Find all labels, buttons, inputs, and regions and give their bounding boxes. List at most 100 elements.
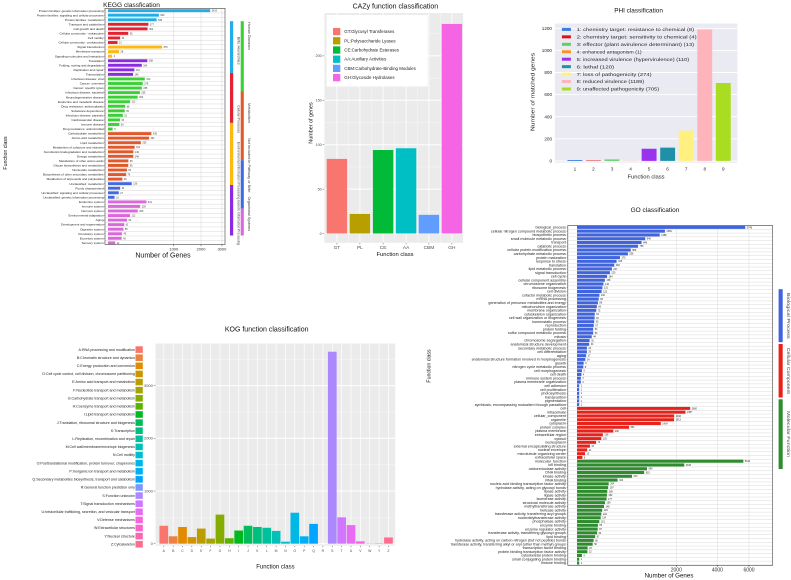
svg-text:247: 247	[613, 268, 618, 271]
svg-text:43: 43	[123, 237, 126, 240]
svg-text:756: 756	[640, 245, 645, 248]
svg-text:transposition: transposition	[545, 395, 566, 399]
svg-text:2: chemistry target: sensitivi: 2: chemistry target: sensitivity to chem…	[577, 35, 698, 40]
svg-text:184: 184	[609, 275, 614, 278]
svg-text:68: 68	[127, 105, 130, 108]
svg-text:915: 915	[646, 471, 651, 474]
svg-text:56: 56	[595, 539, 598, 542]
svg-text:9: unaffected pathogenicity (7: 9: unaffected pathogenicity (705)	[577, 87, 660, 92]
svg-text:KOG function classification: KOG function classification	[225, 327, 309, 334]
svg-text:123: 123	[603, 290, 608, 293]
svg-text:biological_process: biological_process	[536, 226, 566, 230]
svg-text:2413: 2413	[212, 10, 218, 13]
svg-text:44: 44	[593, 336, 596, 339]
svg-text:V: V	[359, 549, 362, 553]
svg-text:cytoskeleton organization: cytoskeleton organization	[524, 312, 566, 316]
svg-text:mitochondrion organization: mitochondrion organization	[522, 305, 566, 309]
svg-text:Digestive system: Digestive system	[80, 227, 104, 231]
svg-text:Amino acid metabolism: Amino acid metabolism	[72, 136, 104, 140]
svg-text:84: 84	[129, 219, 132, 222]
svg-text:J: J	[247, 549, 249, 553]
svg-text:265: 265	[143, 87, 148, 90]
svg-text:Genetic Information Processing: Genetic Information Processing	[237, 200, 241, 245]
svg-text:30: 30	[121, 124, 124, 127]
svg-text:1424: 1424	[662, 422, 668, 425]
svg-text:ion binding: ion binding	[548, 463, 566, 467]
svg-text:1200: 1200	[542, 26, 553, 31]
svg-text:pigmentation: pigmentation	[545, 399, 566, 403]
svg-text:6: 6	[584, 456, 586, 459]
svg-text:Immune system: Immune system	[82, 205, 104, 209]
svg-text:6: lethal (120): 6: lethal (120)	[577, 64, 615, 69]
svg-text:2600: 2600	[692, 407, 698, 410]
svg-text:264: 264	[143, 64, 148, 67]
svg-text:R:General function prediction: R:General function prediction only	[81, 486, 135, 490]
svg-text:32: 32	[591, 339, 594, 342]
svg-text:Replication and repair: Replication and repair	[73, 68, 103, 72]
svg-text:200: 200	[544, 136, 552, 141]
svg-text:membrane organization: membrane organization	[527, 309, 566, 313]
svg-text:K:Transcription: K:Transcription	[111, 429, 135, 433]
svg-text:250: 250	[142, 142, 147, 145]
svg-text:L:Replication, recombination a: L:Replication, recombination and repair	[72, 437, 135, 441]
svg-text:159: 159	[607, 502, 612, 505]
svg-text:17: 17	[588, 355, 591, 358]
svg-text:Metabolism: Metabolism	[247, 103, 251, 123]
svg-text:Environmental adaptation: Environmental adaptation	[69, 214, 104, 218]
svg-text:205: 205	[139, 210, 144, 213]
svg-text:Poorly characterized: Poorly characterized	[75, 186, 103, 190]
svg-text:M:Cell wall/membrane/envelope: M:Cell wall/membrane/envelope biogenesis	[66, 445, 136, 449]
svg-text:immune system process: immune system process	[526, 376, 566, 380]
svg-text:8: 8	[703, 167, 706, 172]
svg-text:external encapsulating structu: external encapsulating structure	[514, 444, 566, 448]
svg-text:112: 112	[132, 101, 136, 104]
svg-text:Drug resistance: antimicrobial: Drug resistance: antimicrobial	[63, 127, 104, 131]
svg-text:96: 96	[600, 298, 603, 301]
svg-text:7: loss of pathogenicity (274): 7: loss of pathogenicity (274)	[577, 72, 653, 77]
svg-text:14: 14	[587, 358, 590, 361]
svg-text:75: 75	[598, 309, 601, 312]
svg-text:C: C	[181, 549, 184, 553]
svg-text:186: 186	[609, 490, 614, 493]
svg-text:Signal transduction: Signal transduction	[77, 45, 104, 49]
svg-text:chromosome organization: chromosome organization	[523, 282, 565, 286]
svg-text:C:Energy production and conver: C:Energy production and conversion	[77, 364, 135, 368]
svg-text:21: 21	[589, 449, 592, 452]
svg-text:cell division: cell division	[547, 290, 566, 294]
svg-text:cell wall organization or biog: cell wall organization or biogenesis	[509, 316, 566, 320]
svg-text:Y:Nuclear structure: Y:Nuclear structure	[104, 534, 135, 538]
svg-text:64: 64	[596, 313, 599, 316]
svg-text:extracellular region: extracellular region	[535, 433, 566, 437]
svg-text:279: 279	[144, 83, 149, 86]
svg-text:5: 5	[584, 370, 586, 373]
svg-text:Membrane transport: Membrane transport	[76, 50, 104, 54]
svg-text:O: O	[293, 549, 296, 553]
svg-text:5: 5	[648, 167, 651, 172]
svg-text:helicase activity: helicase activity	[540, 508, 566, 512]
svg-text:lipid binding: lipid binding	[546, 535, 565, 539]
svg-text:RNA binding: RNA binding	[545, 478, 566, 482]
svg-text:P:Inorganic ion transport and: P:Inorganic ion transport and metabolism	[69, 469, 135, 473]
svg-text:Protein families: genetic info: Protein families: genetic information pr…	[39, 9, 104, 13]
svg-text:Brite Hierarchies: Brite Hierarchies	[237, 37, 241, 65]
svg-text:Human Diseases: Human Diseases	[247, 22, 251, 50]
svg-text:organelle: organelle	[551, 418, 566, 422]
svg-text:cell: cell	[560, 407, 566, 411]
svg-text:Metabolism of terpenoids and p: Metabolism of terpenoids and polyketides	[47, 177, 104, 181]
svg-text:100: 100	[315, 143, 321, 147]
svg-text:4000: 4000	[712, 568, 723, 574]
svg-text:341: 341	[148, 201, 153, 204]
svg-text:protein complex: protein complex	[540, 426, 566, 430]
svg-text:intracellular: intracellular	[547, 410, 567, 414]
svg-text:586: 586	[632, 249, 637, 252]
svg-text:mitosis: mitosis	[554, 335, 566, 339]
svg-text:microtubule organizing center: microtubule organizing center	[518, 452, 567, 456]
svg-text:112: 112	[132, 215, 136, 218]
svg-text:oxidoreductase activity: oxidoreductase activity	[529, 467, 566, 471]
svg-text:27: 27	[120, 192, 123, 195]
svg-text:5: increased virulence (hyperv: 5: increased virulence (hypervirulence) …	[577, 57, 690, 62]
svg-text:2000: 2000	[197, 247, 207, 252]
svg-text:Excretory system: Excretory system	[80, 236, 104, 240]
svg-text:Neurodegenerative disease: Neurodegenerative disease	[66, 95, 104, 99]
svg-text:5: 5	[584, 554, 586, 557]
